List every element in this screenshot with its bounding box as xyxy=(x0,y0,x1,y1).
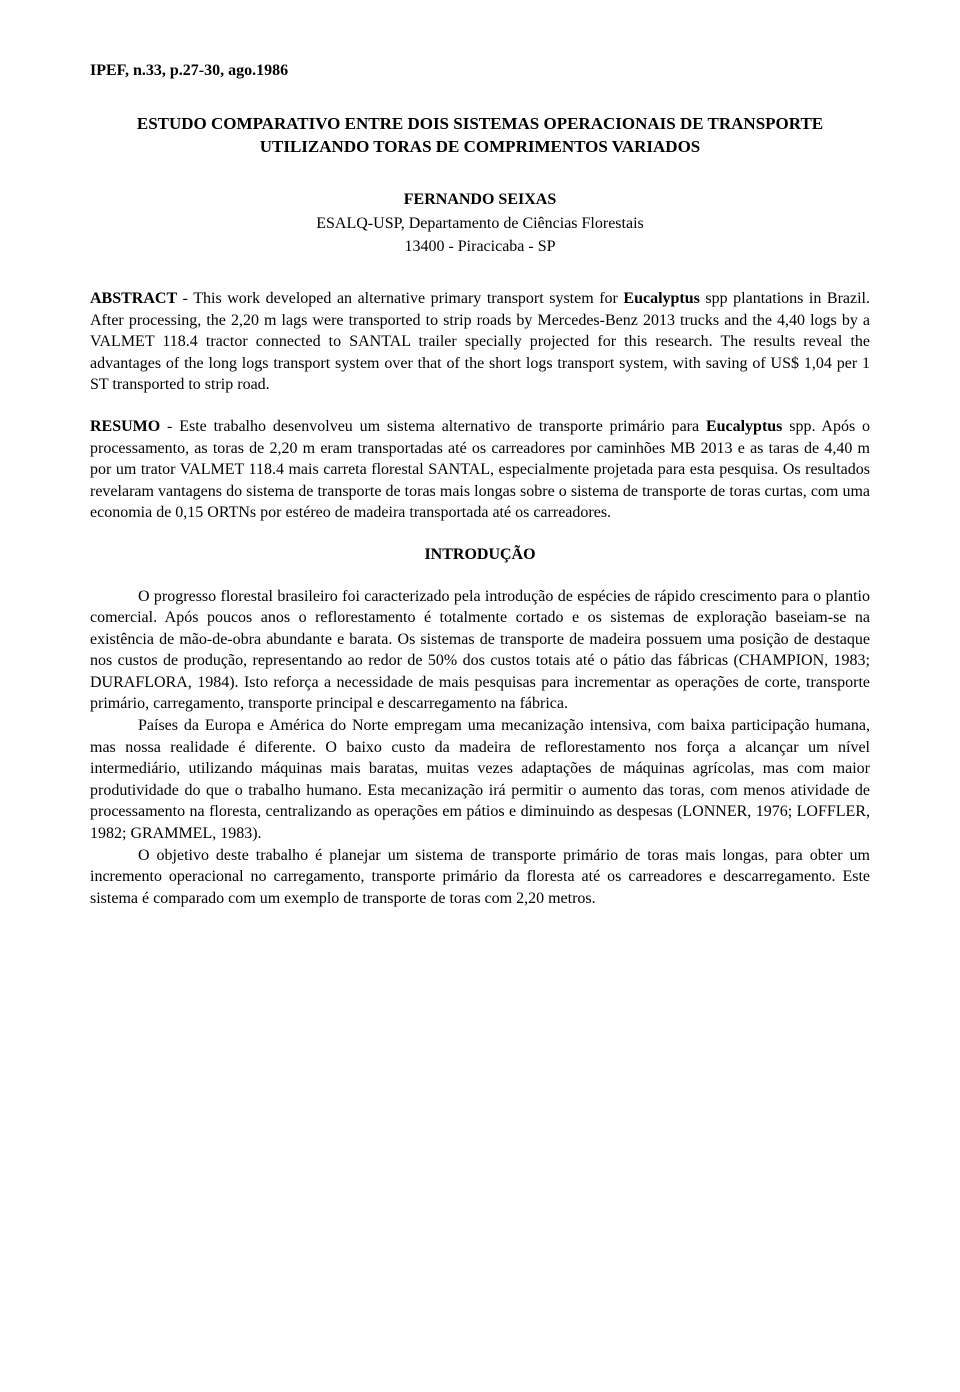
author-address: 13400 - Piracicaba - SP xyxy=(90,236,870,258)
resumo-label: RESUMO xyxy=(90,418,160,435)
abstract-paragraph: ABSTRACT - This work developed an altern… xyxy=(90,288,870,396)
intro-paragraph-3: O objetivo deste trabalho é planejar um … xyxy=(90,845,870,910)
intro-paragraph-1: O progresso florestal brasileiro foi car… xyxy=(90,586,870,716)
intro-heading: INTRODUÇÃO xyxy=(90,544,870,566)
resumo-text-before: - Este trabalho desenvolveu um sistema a… xyxy=(160,418,706,435)
intro-paragraph-2: Países da Europa e América do Norte empr… xyxy=(90,715,870,845)
author-affiliation: ESALQ-USP, Departamento de Ciências Flor… xyxy=(90,213,870,235)
abstract-text-before: - This work developed an alternative pri… xyxy=(177,290,623,307)
citation-header: IPEF, n.33, p.27-30, ago.1986 xyxy=(90,60,870,82)
paper-title: ESTUDO COMPARATIVO ENTRE DOIS SISTEMAS O… xyxy=(90,112,870,160)
abstract-species: Eucalyptus xyxy=(623,290,699,307)
resumo-paragraph: RESUMO - Este trabalho desenvolveu um si… xyxy=(90,416,870,524)
author-name: FERNANDO SEIXAS xyxy=(90,189,870,211)
abstract-label: ABSTRACT xyxy=(90,290,177,307)
resumo-species: Eucalyptus xyxy=(706,418,782,435)
